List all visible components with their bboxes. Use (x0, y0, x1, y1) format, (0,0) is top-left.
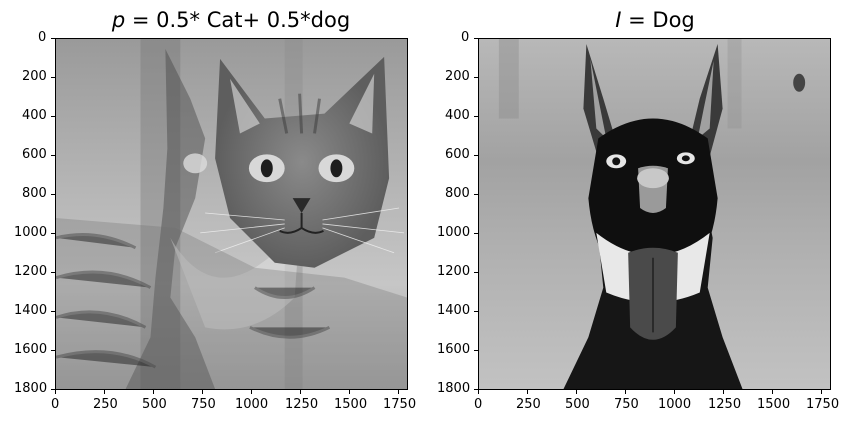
image-axes-dog (478, 38, 831, 390)
x-tick (349, 390, 350, 394)
y-tick-label: 1200 (437, 264, 471, 279)
y-tick (51, 272, 55, 273)
y-tick-label: 200 (22, 69, 47, 84)
x-tick-label: 500 (142, 397, 167, 412)
y-tick-label: 1200 (14, 264, 48, 279)
x-tick-label: 750 (614, 397, 639, 412)
y-tick (474, 38, 478, 39)
y-tick (474, 77, 478, 78)
x-tick (821, 390, 822, 394)
y-tick-label: 1400 (437, 303, 471, 318)
y-tick (474, 350, 478, 351)
x-tick-label: 250 (516, 397, 541, 412)
y-tick-label: 1800 (437, 381, 471, 396)
y-tick-label: 400 (22, 108, 47, 123)
x-tick-label: 0 (51, 397, 60, 412)
x-tick (104, 390, 105, 394)
x-tick-label: 1250 (708, 397, 742, 412)
x-tick-label: 250 (93, 397, 118, 412)
x-tick (723, 390, 724, 394)
y-tick (51, 194, 55, 195)
panel-title-dog: I = Dog (615, 8, 695, 32)
title-text: = 0.5* Cat+ 0.5*dog (125, 8, 351, 32)
x-tick (674, 390, 675, 394)
x-tick-label: 1250 (285, 397, 319, 412)
x-tick (55, 390, 56, 394)
x-tick (251, 390, 252, 394)
x-tick (153, 390, 154, 394)
inverted-dog-image (479, 39, 830, 389)
y-tick-label: 400 (445, 108, 470, 123)
y-tick (51, 116, 55, 117)
x-tick (478, 390, 479, 394)
y-tick (474, 311, 478, 312)
x-tick (527, 390, 528, 394)
x-tick-label: 1500 (334, 397, 368, 412)
x-tick-label: 1750 (806, 397, 840, 412)
y-tick-label: 1600 (14, 342, 48, 357)
x-tick-label: 1000 (658, 397, 692, 412)
y-tick-label: 0 (461, 30, 470, 45)
y-tick (474, 116, 478, 117)
title-variable: p (111, 8, 126, 32)
y-tick (51, 311, 55, 312)
y-tick (51, 233, 55, 234)
y-tick-label: 1800 (14, 381, 48, 396)
y-tick-label: 0 (38, 30, 47, 45)
x-tick (625, 390, 626, 394)
x-tick-label: 1750 (383, 397, 417, 412)
x-tick (576, 390, 577, 394)
x-tick-label: 750 (191, 397, 216, 412)
blended-cat-dog-image (56, 39, 407, 389)
y-tick-label: 200 (445, 69, 470, 84)
x-tick-label: 1500 (757, 397, 791, 412)
image-axes-blend (55, 38, 408, 390)
y-tick (474, 389, 478, 390)
x-tick (772, 390, 773, 394)
y-tick-label: 800 (445, 186, 470, 201)
y-tick (51, 155, 55, 156)
y-tick-label: 1600 (437, 342, 471, 357)
panel-title-blend: p = 0.5* Cat+ 0.5*dog (112, 8, 350, 32)
y-tick (474, 194, 478, 195)
y-tick (474, 233, 478, 234)
y-tick-label: 1400 (14, 303, 48, 318)
y-tick (474, 155, 478, 156)
x-tick-label: 1000 (235, 397, 269, 412)
x-tick (300, 390, 301, 394)
x-tick-label: 0 (474, 397, 483, 412)
y-tick (51, 350, 55, 351)
x-tick-label: 500 (565, 397, 590, 412)
y-tick-label: 600 (445, 147, 470, 162)
y-tick (51, 77, 55, 78)
y-tick (51, 38, 55, 39)
x-tick (202, 390, 203, 394)
y-tick-label: 800 (22, 186, 47, 201)
title-text: = Dog (621, 8, 695, 32)
y-tick (51, 389, 55, 390)
x-tick (398, 390, 399, 394)
y-tick (474, 272, 478, 273)
title-variable: I (615, 8, 622, 32)
y-tick-label: 600 (22, 147, 47, 162)
y-tick-label: 1000 (14, 225, 48, 240)
y-tick-label: 1000 (437, 225, 471, 240)
